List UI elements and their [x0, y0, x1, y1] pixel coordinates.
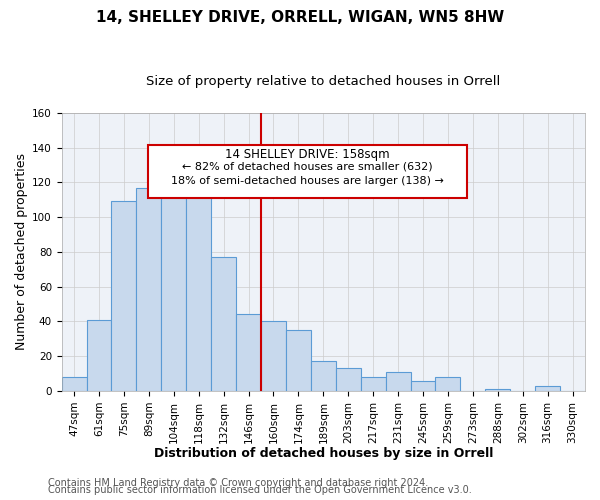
Bar — [161, 168, 186, 391]
Bar — [386, 372, 410, 391]
Bar — [535, 386, 560, 391]
Text: 14 SHELLEY DRIVE: 158sqm: 14 SHELLEY DRIVE: 158sqm — [226, 148, 390, 160]
Bar — [436, 377, 460, 391]
FancyBboxPatch shape — [148, 145, 467, 198]
Bar — [136, 188, 161, 391]
Bar — [236, 314, 261, 391]
Text: Contains HM Land Registry data © Crown copyright and database right 2024.: Contains HM Land Registry data © Crown c… — [48, 478, 428, 488]
Bar — [261, 322, 286, 391]
X-axis label: Distribution of detached houses by size in Orrell: Distribution of detached houses by size … — [154, 447, 493, 460]
Bar — [186, 188, 211, 391]
Y-axis label: Number of detached properties: Number of detached properties — [15, 154, 28, 350]
Bar — [485, 389, 510, 391]
Bar — [286, 330, 311, 391]
Bar — [336, 368, 361, 391]
Bar — [361, 377, 386, 391]
Text: Contains public sector information licensed under the Open Government Licence v3: Contains public sector information licen… — [48, 485, 472, 495]
Text: ← 82% of detached houses are smaller (632): ← 82% of detached houses are smaller (63… — [182, 162, 433, 172]
Title: Size of property relative to detached houses in Orrell: Size of property relative to detached ho… — [146, 75, 500, 88]
Text: 18% of semi-detached houses are larger (138) →: 18% of semi-detached houses are larger (… — [171, 176, 444, 186]
Bar — [311, 362, 336, 391]
Bar — [211, 257, 236, 391]
Text: 14, SHELLEY DRIVE, ORRELL, WIGAN, WN5 8HW: 14, SHELLEY DRIVE, ORRELL, WIGAN, WN5 8H… — [96, 10, 504, 25]
Bar — [410, 380, 436, 391]
Bar — [86, 320, 112, 391]
Bar — [62, 377, 86, 391]
Bar — [112, 202, 136, 391]
